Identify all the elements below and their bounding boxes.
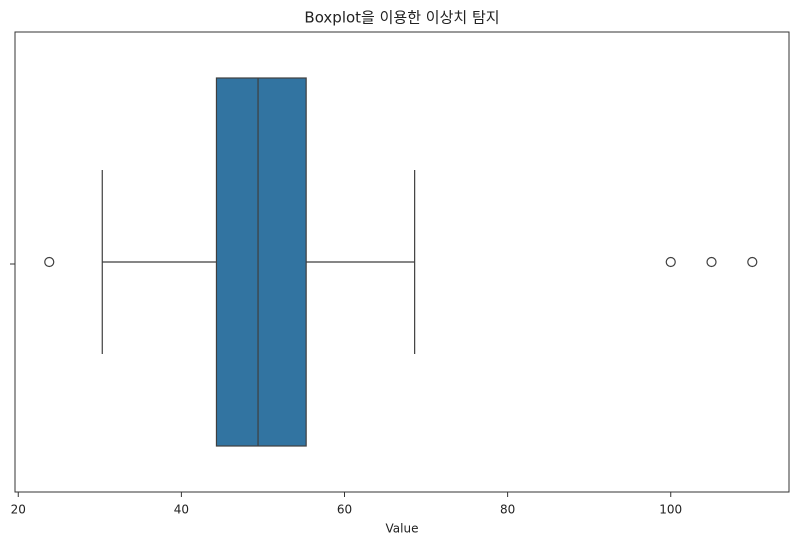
- chart-title: Boxplot을 이용한 이상치 탐지: [304, 9, 499, 27]
- x-tick-label: 80: [500, 503, 515, 517]
- outlier: [44, 256, 55, 268]
- x-tick-label: 60: [337, 503, 352, 517]
- box: [215, 77, 307, 447]
- outlier: [706, 256, 717, 268]
- plot-frame: [14, 31, 790, 493]
- x-tick-label: 40: [174, 503, 189, 517]
- outlier: [665, 256, 676, 268]
- x-axis-label: Value: [386, 522, 419, 536]
- x-tick-label: 20: [11, 503, 26, 517]
- outlier: [747, 256, 758, 268]
- x-tick-label: 100: [659, 503, 682, 517]
